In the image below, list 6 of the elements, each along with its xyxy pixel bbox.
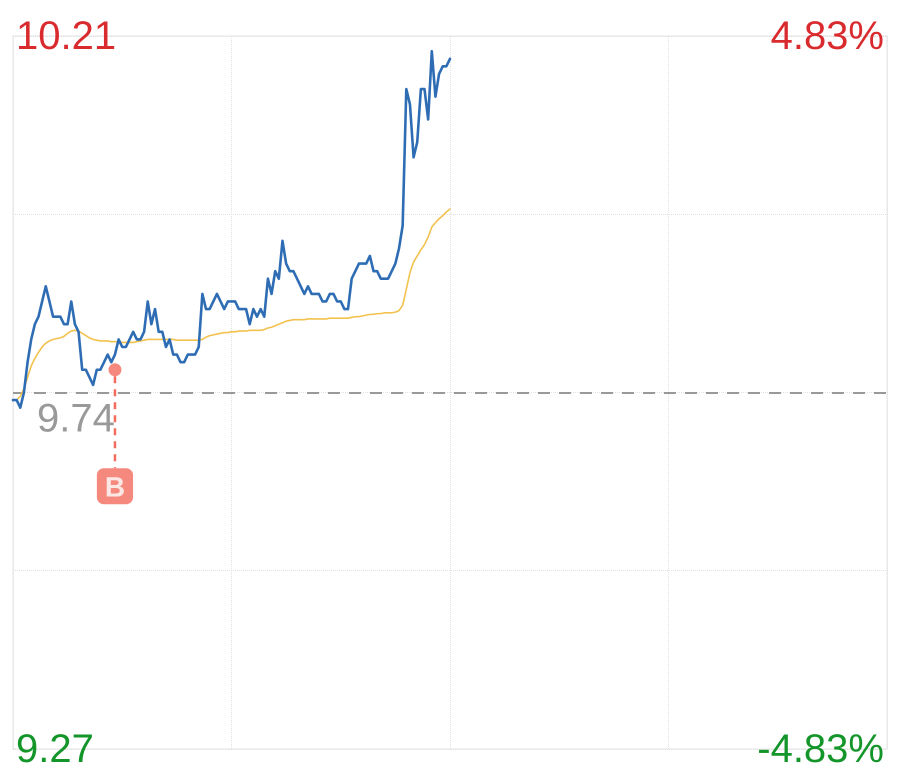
y2-tick-label: 4.83% <box>770 14 884 58</box>
y-tick-label: 9.27 <box>16 727 94 771</box>
ref-line-label: 9.74 <box>37 396 115 440</box>
data-label: B <box>104 472 126 503</box>
y2-tick-label: -4.83% <box>757 727 884 771</box>
y-tick-label: 10.21 <box>16 14 116 58</box>
